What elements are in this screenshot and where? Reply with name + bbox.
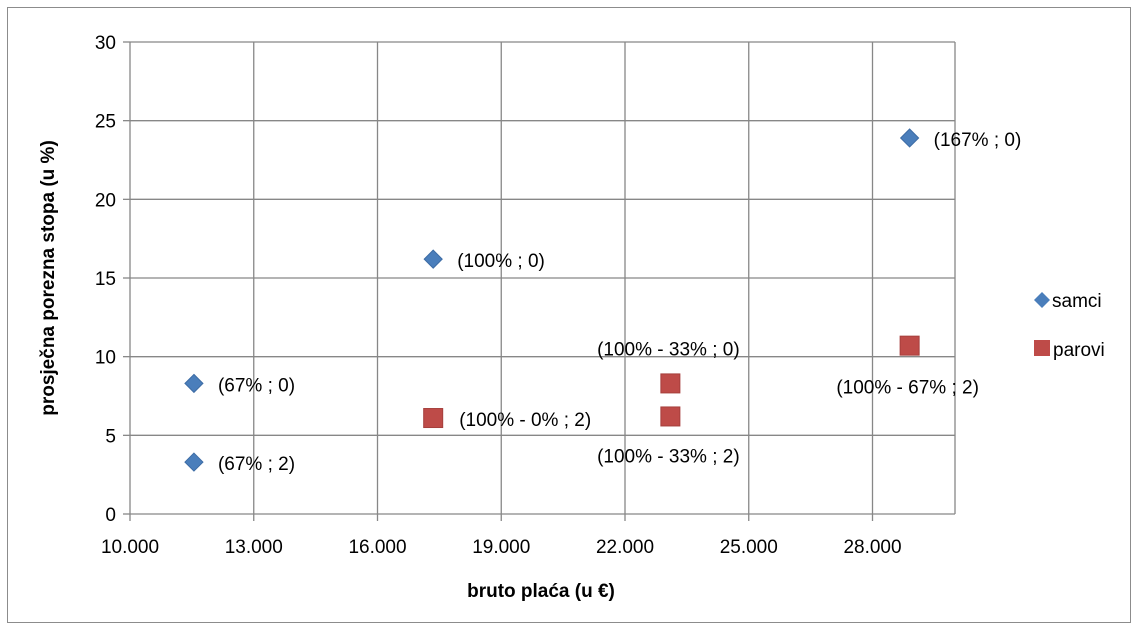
data-label: (100% ; 0) [457, 251, 545, 272]
legend-marker-parovi [1034, 340, 1050, 356]
legend-item-samci: samci [1034, 291, 1102, 312]
data-label: (100% - 0% ; 2) [459, 410, 591, 431]
data-labels: (67% ; 0) (67% ; 2) (100% ; 0) (167% ; 0) (1… [218, 130, 1021, 475]
data-label: (67% ; 0) [218, 375, 295, 396]
y-tick-label: 15 [95, 269, 116, 290]
y-tick-label: 25 [95, 112, 116, 133]
y-tick-label: 10 [95, 348, 116, 369]
point-samci [184, 373, 204, 394]
x-tick-label: 16.000 [348, 537, 406, 558]
data-label: (100% - 67% ; 2) [836, 378, 979, 399]
point-samci [184, 452, 204, 472]
point-parovi [423, 408, 444, 429]
x-tick-label: 25.000 [720, 537, 778, 558]
legend-label-parovi: parovi [1053, 340, 1105, 361]
point-samci [423, 249, 443, 269]
point-parovi [660, 373, 681, 394]
chart-frame [7, 7, 1131, 623]
data-label: (100% - 33% ; 2) [597, 446, 740, 467]
x-tick-label: 13.000 [225, 537, 283, 558]
x-tick-label: 22.000 [596, 537, 654, 558]
axes [123, 41, 955, 521]
legend: samci parovi [1034, 291, 1105, 361]
legend-item-parovi: parovi [1034, 340, 1105, 361]
y-tick-label: 20 [95, 190, 116, 211]
y-tick-label: 30 [95, 33, 116, 54]
grid-lines [130, 41, 956, 514]
y-tick-label: 5 [105, 426, 116, 447]
x-axis-title: bruto plaća (u €) [467, 581, 615, 602]
point-samci [899, 128, 920, 148]
x-tick-label: 10.000 [101, 537, 159, 558]
point-parovi [660, 406, 681, 427]
data-label: (67% ; 2) [218, 454, 295, 475]
legend-label-samci: samci [1052, 291, 1102, 312]
y-axis-title: prosječna porezna stopa (u %) [38, 140, 59, 416]
data-points [184, 128, 920, 472]
legend-marker-samci [1034, 292, 1050, 308]
x-tick-labels: 10.000 13.000 16.000 19.000 22.000 25.000 28.0… [101, 537, 902, 558]
point-parovi [899, 335, 920, 356]
x-tick-label: 28.000 [843, 537, 901, 558]
data-label: (100% - 33% ; 0) [597, 339, 740, 360]
x-tick-label: 19.000 [472, 537, 530, 558]
data-label: (167% ; 0) [934, 130, 1022, 151]
y-tick-labels: 0 5 10 15 20 25 30 [95, 33, 116, 526]
y-tick-label: 0 [105, 505, 116, 526]
